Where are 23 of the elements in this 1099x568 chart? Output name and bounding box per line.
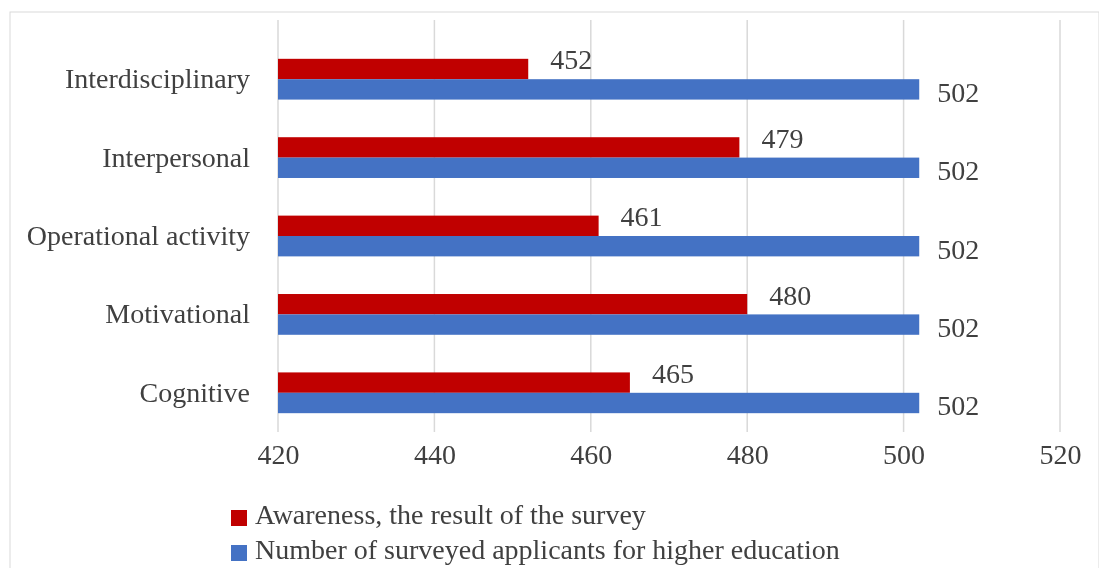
data-label: 502 bbox=[937, 233, 980, 265]
legend-label: Awareness, the result of the survey bbox=[255, 499, 646, 531]
data-label: 465 bbox=[651, 358, 694, 390]
y-tick-label: Cognitive bbox=[139, 376, 250, 408]
y-tick-label: Interdisciplinary bbox=[64, 63, 250, 95]
legend-label: Number of surveyed applicants for higher education bbox=[255, 534, 840, 566]
data-label: 502 bbox=[937, 155, 980, 187]
x-tick-label: 520 bbox=[1039, 438, 1082, 470]
data-label: 502 bbox=[937, 390, 980, 422]
x-tick-label: 500 bbox=[883, 438, 926, 470]
y-tick-label: Operational activity bbox=[26, 219, 250, 251]
data-label: 479 bbox=[761, 122, 804, 154]
x-tick-label: 420 bbox=[257, 438, 300, 470]
data-label: 461 bbox=[620, 201, 663, 233]
data-label: 452 bbox=[550, 44, 593, 76]
y-tick-label: Interpersonal bbox=[102, 141, 251, 173]
x-tick-label: 480 bbox=[726, 438, 769, 470]
data-label: 502 bbox=[937, 76, 980, 108]
y-tick-label: Motivational bbox=[105, 298, 251, 330]
x-tick-label: 460 bbox=[570, 438, 613, 470]
data-label: 502 bbox=[937, 312, 980, 344]
x-tick-label: 440 bbox=[413, 438, 456, 470]
data-label: 480 bbox=[769, 279, 812, 311]
